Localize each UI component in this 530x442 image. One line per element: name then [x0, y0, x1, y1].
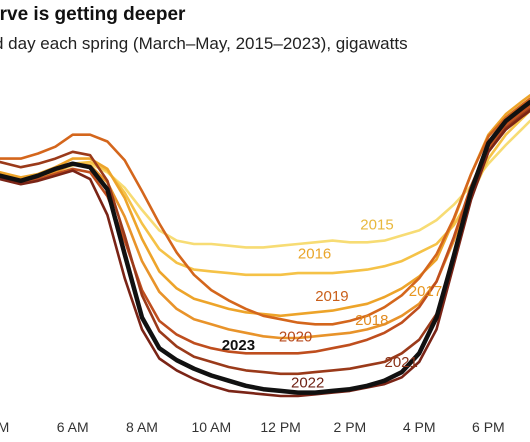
- series-label-2019: 2019: [315, 288, 348, 305]
- series-label-2020: 2020: [279, 328, 312, 345]
- series-label-2015: 2015: [360, 217, 393, 234]
- series-label-2018: 2018: [355, 312, 388, 329]
- x-tick-label: 6 PM: [472, 419, 505, 435]
- chart-subtitle: d day each spring (March–May, 2015–2023)…: [0, 34, 408, 53]
- series-line-2023: [0, 99, 530, 395]
- series-line-2021: [0, 107, 530, 376]
- x-tick-label: 8 AM: [126, 419, 158, 435]
- series-label-2021: 2021: [385, 354, 418, 371]
- series-line-2017: [0, 94, 530, 318]
- series-label-2016: 2016: [298, 246, 331, 263]
- series-label-2022: 2022: [291, 375, 324, 392]
- series-line-2019: [0, 97, 530, 326]
- x-tick-label: 2 PM: [334, 419, 367, 435]
- x-tick-label: 10 AM: [191, 419, 231, 435]
- series-line-2015: [0, 119, 530, 249]
- x-tick-label: 12 PM: [260, 419, 300, 435]
- x-tick-label: 6 AM: [57, 419, 89, 435]
- series-label-2023: 2023: [222, 337, 255, 354]
- series-line-2020: [0, 104, 530, 355]
- series-label-2017: 2017: [409, 283, 442, 300]
- chart-title: urve is getting deeper: [0, 4, 186, 25]
- x-tick-label: 4 PM: [403, 419, 436, 435]
- x-tick-label: M: [0, 419, 9, 435]
- series-line-2022: [0, 109, 530, 398]
